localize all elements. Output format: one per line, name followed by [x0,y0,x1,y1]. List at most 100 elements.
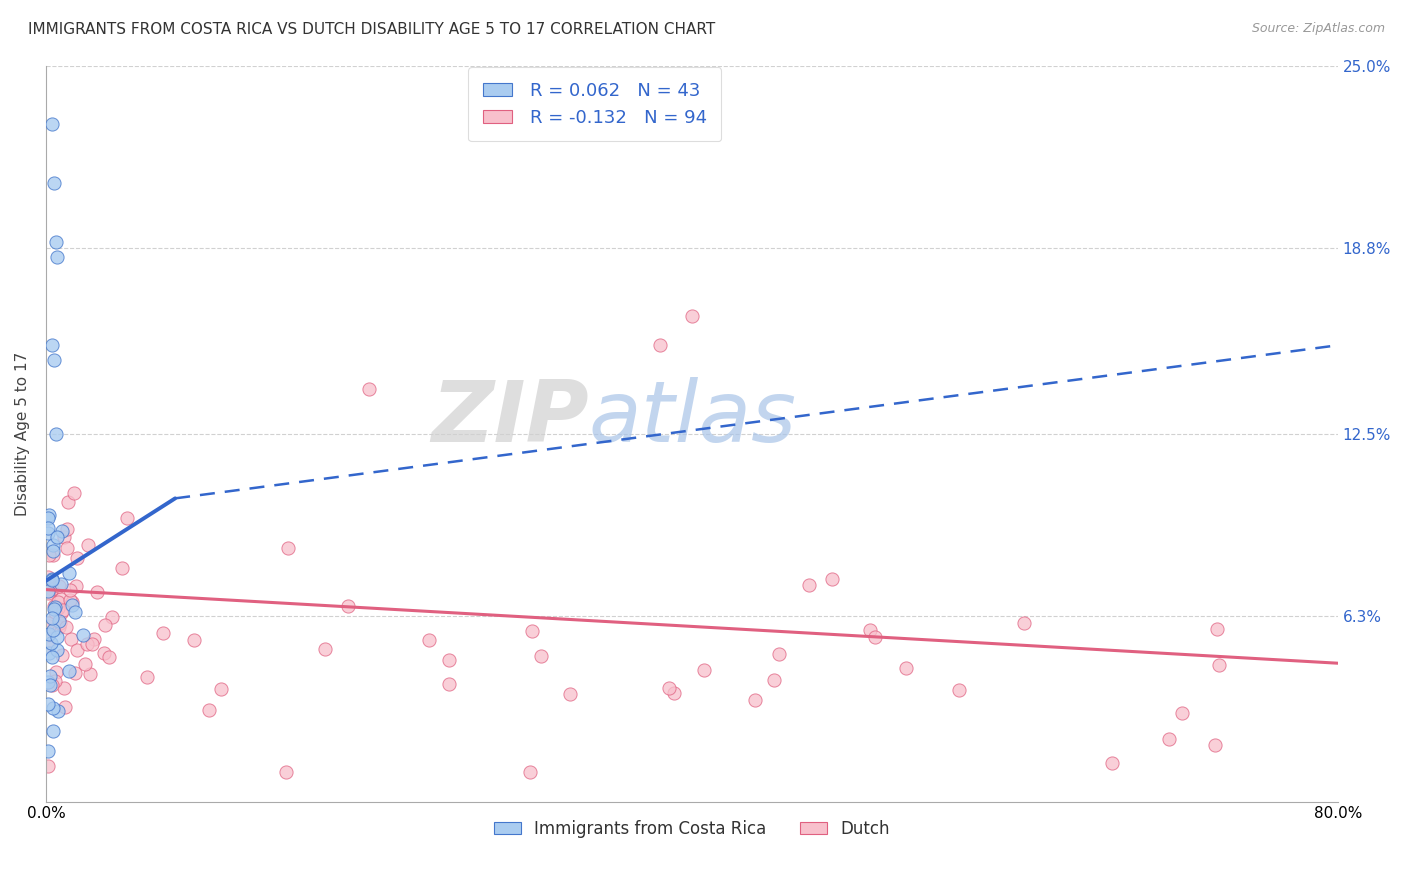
Point [439,653,461,667]
Point [336,599,359,613]
Point [60,632,83,646]
Point [49,606,72,620]
Point [59,593,82,607]
Point [664,685,686,699]
Point [437,677,460,691]
Point [49,577,72,591]
Point [39,678,62,692]
Point [681,309,703,323]
Point [37,744,59,758]
Point [37,675,59,690]
Point [60,598,83,612]
Point [42,601,65,615]
Point [63,485,86,500]
Point [42,700,65,714]
Point [209,681,232,696]
Text: atlas: atlas [589,377,797,460]
Point [63,605,86,619]
Point [37,616,59,631]
Point [41,677,63,691]
Point [41,118,63,132]
Text: IMMIGRANTS FROM COSTA RICA VS DUTCH DISABILITY AGE 5 TO 17 CORRELATION CHART: IMMIGRANTS FROM COSTA RICA VS DUTCH DISA… [28,22,716,37]
Point [101,610,124,624]
Point [37,628,59,642]
Point [115,511,138,525]
Point [37,583,59,598]
Point [198,703,221,717]
Point [37,511,59,525]
Point [183,632,205,647]
Point [37,586,59,600]
Point [41,649,63,664]
Point [66,550,89,565]
Point [46,643,69,657]
Point [46,250,69,264]
Point [37,583,59,598]
Point [41,338,63,352]
Point [821,572,844,586]
Point [72,628,94,642]
Point [45,630,67,644]
Point [1206,622,1229,636]
Point [53,700,76,714]
Point [530,649,553,664]
Point [66,643,89,657]
Point [42,353,65,368]
Point [38,627,60,641]
Text: Source: ZipAtlas.com: Source: ZipAtlas.com [1251,22,1385,36]
Point [37,570,59,584]
Point [42,177,65,191]
Point [59,582,82,597]
Point [277,541,299,555]
Point [1208,658,1230,673]
Point [39,669,62,683]
Point [41,623,63,637]
Point [83,632,105,647]
Point [49,615,72,630]
Point [56,522,79,536]
Point [418,632,440,647]
Legend: Immigrants from Costa Rica, Dutch: Immigrants from Costa Rica, Dutch [488,814,896,845]
Point [519,765,541,780]
Point [1204,738,1226,752]
Point [744,693,766,707]
Point [41,582,63,596]
Point [55,620,77,634]
Point [41,724,63,739]
Point [75,657,97,672]
Point [48,620,70,634]
Point [48,595,70,609]
Y-axis label: Disability Age 5 to 17: Disability Age 5 to 17 [15,351,30,516]
Point [48,615,70,629]
Point [45,426,67,441]
Point [44,673,66,688]
Point [39,636,62,650]
Point [896,661,918,675]
Point [39,577,62,591]
Point [48,579,70,593]
Point [94,618,117,632]
Point [65,579,87,593]
Point [53,681,76,695]
Point [46,600,69,615]
Point [86,585,108,599]
Point [692,663,714,677]
Point [76,538,98,552]
Point [1012,616,1035,631]
Point [797,577,820,591]
Point [1171,706,1194,721]
Point [648,338,671,352]
Point [558,687,581,701]
Point [135,670,157,684]
Point [38,508,60,522]
Point [45,235,67,250]
Point [58,665,80,679]
Point [42,548,65,562]
Point [82,637,104,651]
Point [48,704,70,718]
Point [152,625,174,640]
Point [1157,732,1180,747]
Point [51,524,73,538]
Point [44,665,66,680]
Point [859,623,882,637]
